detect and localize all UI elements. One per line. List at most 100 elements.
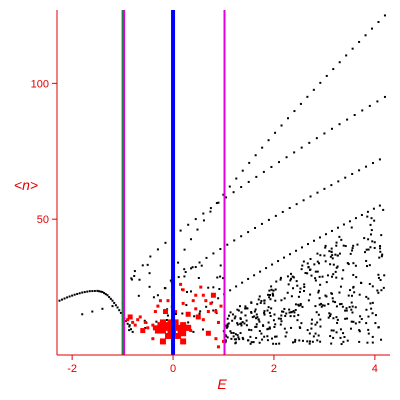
band-point-third [309, 195, 312, 198]
cloud-point [379, 245, 382, 248]
inner-point [128, 329, 131, 332]
band-point-second [330, 127, 333, 130]
cloud-point [263, 311, 266, 314]
cloud-point [297, 295, 300, 298]
cloud-point [270, 307, 273, 310]
cloud-point [249, 342, 252, 345]
cloud-point [364, 251, 367, 254]
cloud-point [319, 325, 322, 328]
inner-point [185, 291, 188, 294]
cloud-point [274, 299, 277, 302]
cloud-point [275, 335, 278, 338]
black-points-layer [58, 14, 386, 346]
red-point [206, 310, 210, 314]
cloud-point [325, 295, 328, 298]
arc-point [101, 290, 104, 293]
cloud-point [232, 331, 235, 334]
cloud-point [344, 317, 347, 320]
band-point-second [262, 170, 265, 173]
cloud-point [345, 309, 348, 312]
cloud-point [358, 321, 361, 324]
cloud-point [289, 326, 292, 329]
band-point-top [241, 169, 244, 172]
cloud-point [318, 262, 321, 265]
cloud-point [324, 260, 327, 263]
cloud-point [332, 300, 335, 303]
band-point-fourth [336, 226, 339, 229]
cloud-point [293, 315, 296, 318]
cloud-point [371, 301, 374, 304]
cloud-point [334, 270, 337, 273]
cloud-point [282, 310, 285, 313]
cloud-point [370, 217, 373, 220]
cloud-point [324, 244, 327, 247]
cloud-point [269, 314, 272, 317]
band-point-top [325, 74, 328, 77]
cloud-point [314, 323, 317, 326]
cloud-point [332, 317, 335, 320]
band-point-top [196, 228, 199, 231]
cloud-point [318, 297, 321, 300]
cloud-point [236, 334, 239, 337]
arc-point [91, 310, 94, 313]
arc-point [108, 296, 111, 299]
cloud-point [319, 318, 322, 321]
inner-point [165, 318, 168, 321]
cloud-point [228, 314, 231, 317]
cloud-point [377, 291, 380, 294]
red-point [133, 323, 137, 327]
red-point [201, 293, 205, 297]
cloud-point [370, 229, 373, 232]
cloud-point [358, 329, 361, 332]
cloud-point [242, 338, 245, 341]
cloud-point [245, 319, 248, 322]
red-point [146, 326, 150, 330]
cloud-point [344, 245, 347, 248]
cloud-point [294, 308, 297, 311]
cloud-point [314, 279, 317, 282]
band-point-third [267, 218, 270, 221]
cloud-point [363, 237, 366, 240]
arc-point [86, 290, 89, 293]
cloud-point [359, 315, 362, 318]
cloud-point [329, 255, 332, 258]
inner-point [137, 294, 140, 297]
red-point [214, 310, 218, 314]
inner-point [200, 264, 203, 267]
inner-point [144, 326, 147, 329]
band-point-top [319, 81, 322, 84]
cloud-point [324, 294, 327, 297]
cloud-point [240, 311, 243, 314]
cloud-point [301, 339, 304, 342]
cloud-point [274, 335, 277, 338]
cloud-point [229, 311, 232, 314]
cloud-point [248, 328, 251, 331]
cloud-point [236, 308, 239, 311]
cloud-point [283, 307, 286, 310]
arc-point [130, 328, 132, 331]
cloud-point [268, 326, 271, 329]
band-point-top [254, 154, 257, 157]
cloud-point [323, 254, 326, 257]
cloud-point [299, 302, 302, 305]
cloud-point [246, 339, 249, 342]
cloud-point [312, 335, 315, 338]
band-point-second [225, 196, 228, 199]
cloud-point [366, 215, 369, 218]
arc-point [93, 289, 96, 292]
cloud-point [319, 254, 322, 257]
arc-point [101, 307, 104, 310]
cloud-point [308, 342, 311, 345]
x-tick-label: 4 [372, 363, 378, 375]
band-point-third [316, 191, 319, 194]
cloud-point [371, 240, 374, 243]
inner-point [183, 275, 186, 278]
cloud-point [231, 319, 234, 322]
band-point-second [156, 248, 159, 251]
cloud-point [365, 248, 368, 251]
cloud-point [280, 320, 283, 323]
cloud-point [349, 252, 352, 255]
red-point [214, 337, 218, 341]
band-point-third [205, 256, 208, 259]
band-point-second [315, 137, 318, 140]
